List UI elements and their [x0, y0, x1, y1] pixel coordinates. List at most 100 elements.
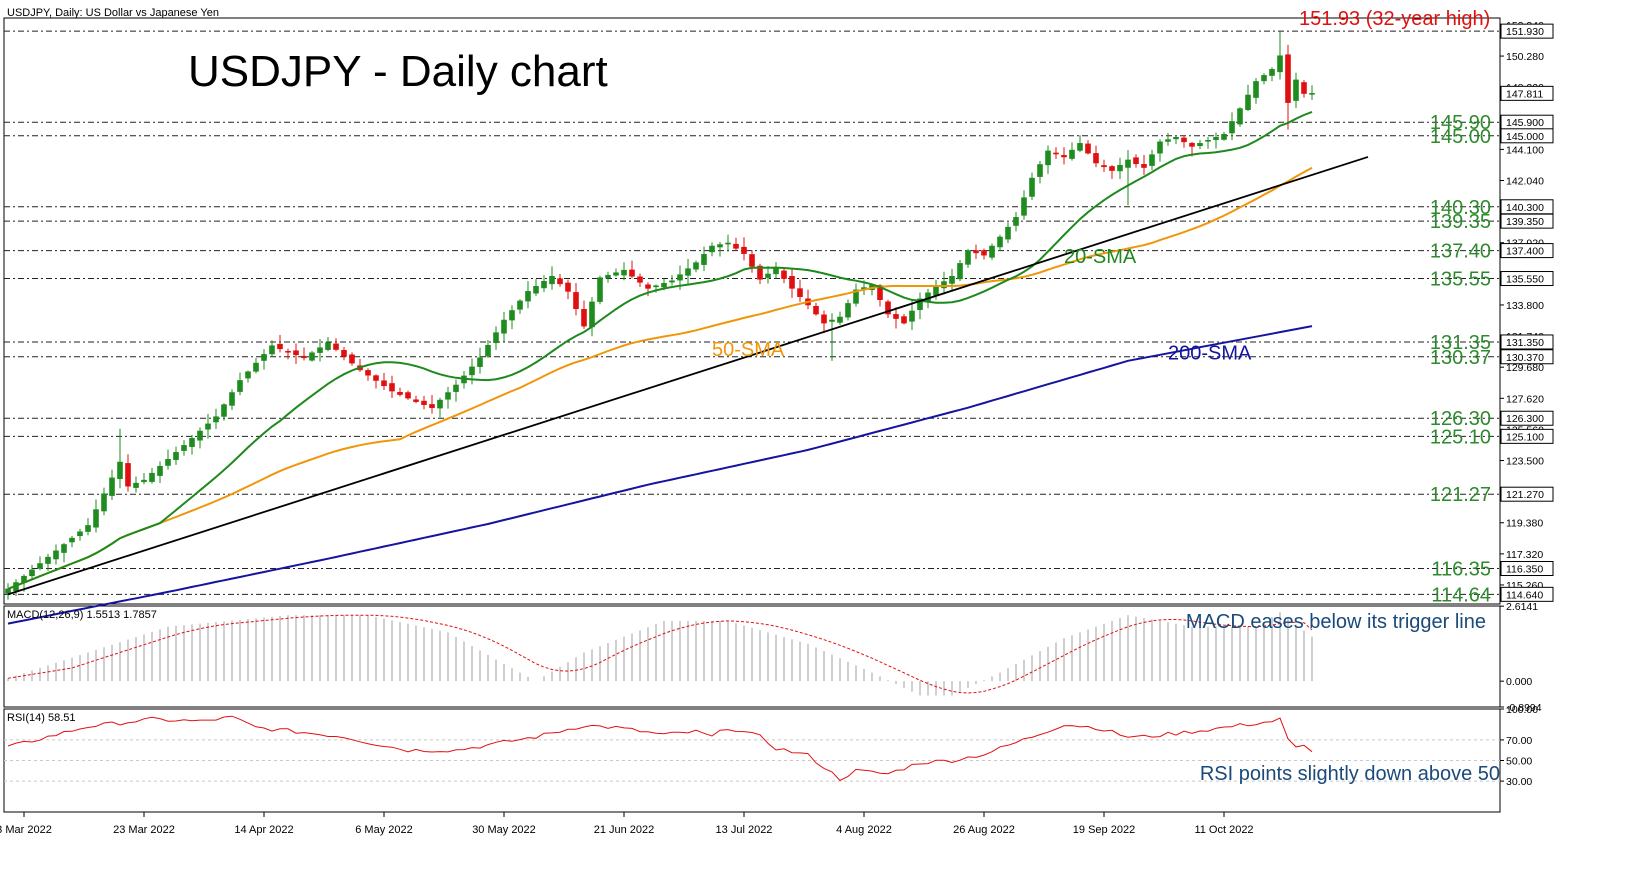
candle-body — [1205, 140, 1211, 142]
x-axis-tick-label: 11 Oct 2022 — [1194, 824, 1253, 836]
price-box-label: 116.350 — [1506, 564, 1543, 576]
candle-body — [197, 430, 203, 441]
candle-body — [37, 563, 43, 569]
level-label: 145.00 — [1430, 126, 1491, 148]
candle-body — [1197, 143, 1203, 147]
candle-body — [213, 416, 219, 423]
candle-body — [1237, 108, 1243, 125]
sma20-label: 20-SMA — [1064, 246, 1137, 268]
rsi-axis-tick-label: 50.00 — [1506, 756, 1532, 768]
candle-body — [1301, 82, 1307, 94]
candle-body — [141, 479, 147, 483]
candle-body — [1013, 217, 1019, 226]
candle-body — [149, 472, 155, 482]
price-box-label: 130.370 — [1506, 352, 1544, 364]
x-axis-tick-label: 21 Jun 2022 — [594, 824, 655, 836]
level-label: 116.35 — [1431, 559, 1491, 581]
candle-body — [1069, 149, 1075, 159]
price-axis-tick-label: 123.500 — [1506, 456, 1544, 468]
candle-body — [709, 245, 715, 253]
candle-body — [61, 544, 67, 553]
macd-axis-tick-label: -0.8994 — [1506, 702, 1542, 714]
candle-body — [253, 362, 259, 372]
candle-body — [509, 310, 515, 321]
candle-body — [1181, 137, 1187, 143]
rsi-annotation: RSI points slightly down above 50 — [1200, 763, 1500, 785]
rsi-axis-tick-label: 30.00 — [1506, 776, 1532, 788]
candle-body — [629, 269, 635, 277]
level-label: 135.55 — [1430, 269, 1491, 291]
rsi-label: RSI(14) 58.51 — [7, 712, 75, 724]
macd-label: MACD(12,26,9) 1.5513 1.7857 — [7, 609, 157, 621]
candle-body — [837, 316, 843, 323]
price-box-label: 121.270 — [1506, 489, 1544, 501]
candle-body — [1141, 164, 1147, 168]
candle-body — [1213, 137, 1219, 140]
candle-body — [1253, 81, 1259, 98]
price-box — [1500, 561, 1554, 577]
macd-axis-tick-label: 2.6141 — [1506, 601, 1538, 613]
level-label: 145.90 — [1430, 112, 1491, 134]
candle-body — [909, 310, 915, 322]
x-axis-tick-label: 19 Sep 2022 — [1073, 824, 1135, 836]
macd-axis-tick-label: 0.000 — [1506, 676, 1532, 688]
candle-body — [781, 270, 787, 279]
sma20-line — [7, 110, 1313, 590]
candle-body — [989, 245, 995, 258]
candle-body — [717, 244, 723, 248]
price-box-label: 145.900 — [1506, 117, 1544, 129]
price-axis-tick-label: 117.320 — [1506, 549, 1543, 561]
candle-body — [293, 350, 299, 356]
candle-body — [445, 392, 451, 400]
candle-body — [645, 284, 651, 289]
candle-body — [469, 366, 475, 376]
candle-body — [1077, 143, 1083, 151]
macd-annotation: MACD eases below its trigger line — [1186, 611, 1486, 633]
candle-body — [413, 399, 419, 402]
candle-body — [917, 298, 923, 310]
price-box — [1500, 334, 1554, 350]
candle-body — [437, 399, 443, 409]
candle-body — [949, 275, 955, 284]
x-axis-tick-label: 23 Mar 2022 — [113, 824, 175, 836]
sma50-label: 50-SMA — [712, 339, 785, 361]
rsi-line — [7, 715, 1313, 782]
level-label: 139.35 — [1430, 211, 1491, 233]
price-box — [1500, 23, 1554, 39]
candle-body — [677, 274, 683, 281]
candle-body — [493, 332, 499, 344]
candle-body — [637, 276, 643, 283]
candle-body — [77, 531, 83, 537]
price-box-label: 125.100 — [1506, 431, 1544, 443]
x-axis-tick-label: 3 Mar 2022 — [0, 824, 52, 836]
candle-body — [581, 308, 587, 327]
candle-body — [965, 250, 971, 265]
candle-body — [885, 301, 891, 315]
level-label: 121.27 — [1430, 484, 1491, 506]
candle-body — [261, 354, 267, 361]
price-axis-tick-label: 142.040 — [1506, 176, 1544, 188]
candle-body — [429, 404, 435, 408]
candle-body — [741, 246, 747, 254]
x-axis-tick-label: 26 Aug 2022 — [953, 824, 1015, 836]
price-box — [1500, 410, 1554, 426]
candle-body — [757, 265, 763, 280]
candle-body — [349, 354, 355, 364]
candle-body — [1285, 54, 1291, 103]
candle-body — [133, 482, 139, 488]
price-box — [1500, 243, 1554, 259]
high-annotation: 151.93 (32-year high) — [1299, 8, 1490, 30]
candle-body — [685, 268, 691, 276]
candle-body — [1109, 166, 1115, 171]
candle-body — [301, 355, 307, 359]
candle-body — [1277, 55, 1283, 73]
candle-body — [165, 459, 171, 466]
level-label: 131.35 — [1430, 332, 1491, 354]
candle-body — [957, 263, 963, 280]
candle-body — [821, 314, 827, 324]
price-box-label: 135.550 — [1506, 274, 1544, 286]
candle-body — [797, 288, 803, 297]
price-box-label: 131.350 — [1506, 337, 1544, 349]
candle-body — [1309, 93, 1315, 95]
